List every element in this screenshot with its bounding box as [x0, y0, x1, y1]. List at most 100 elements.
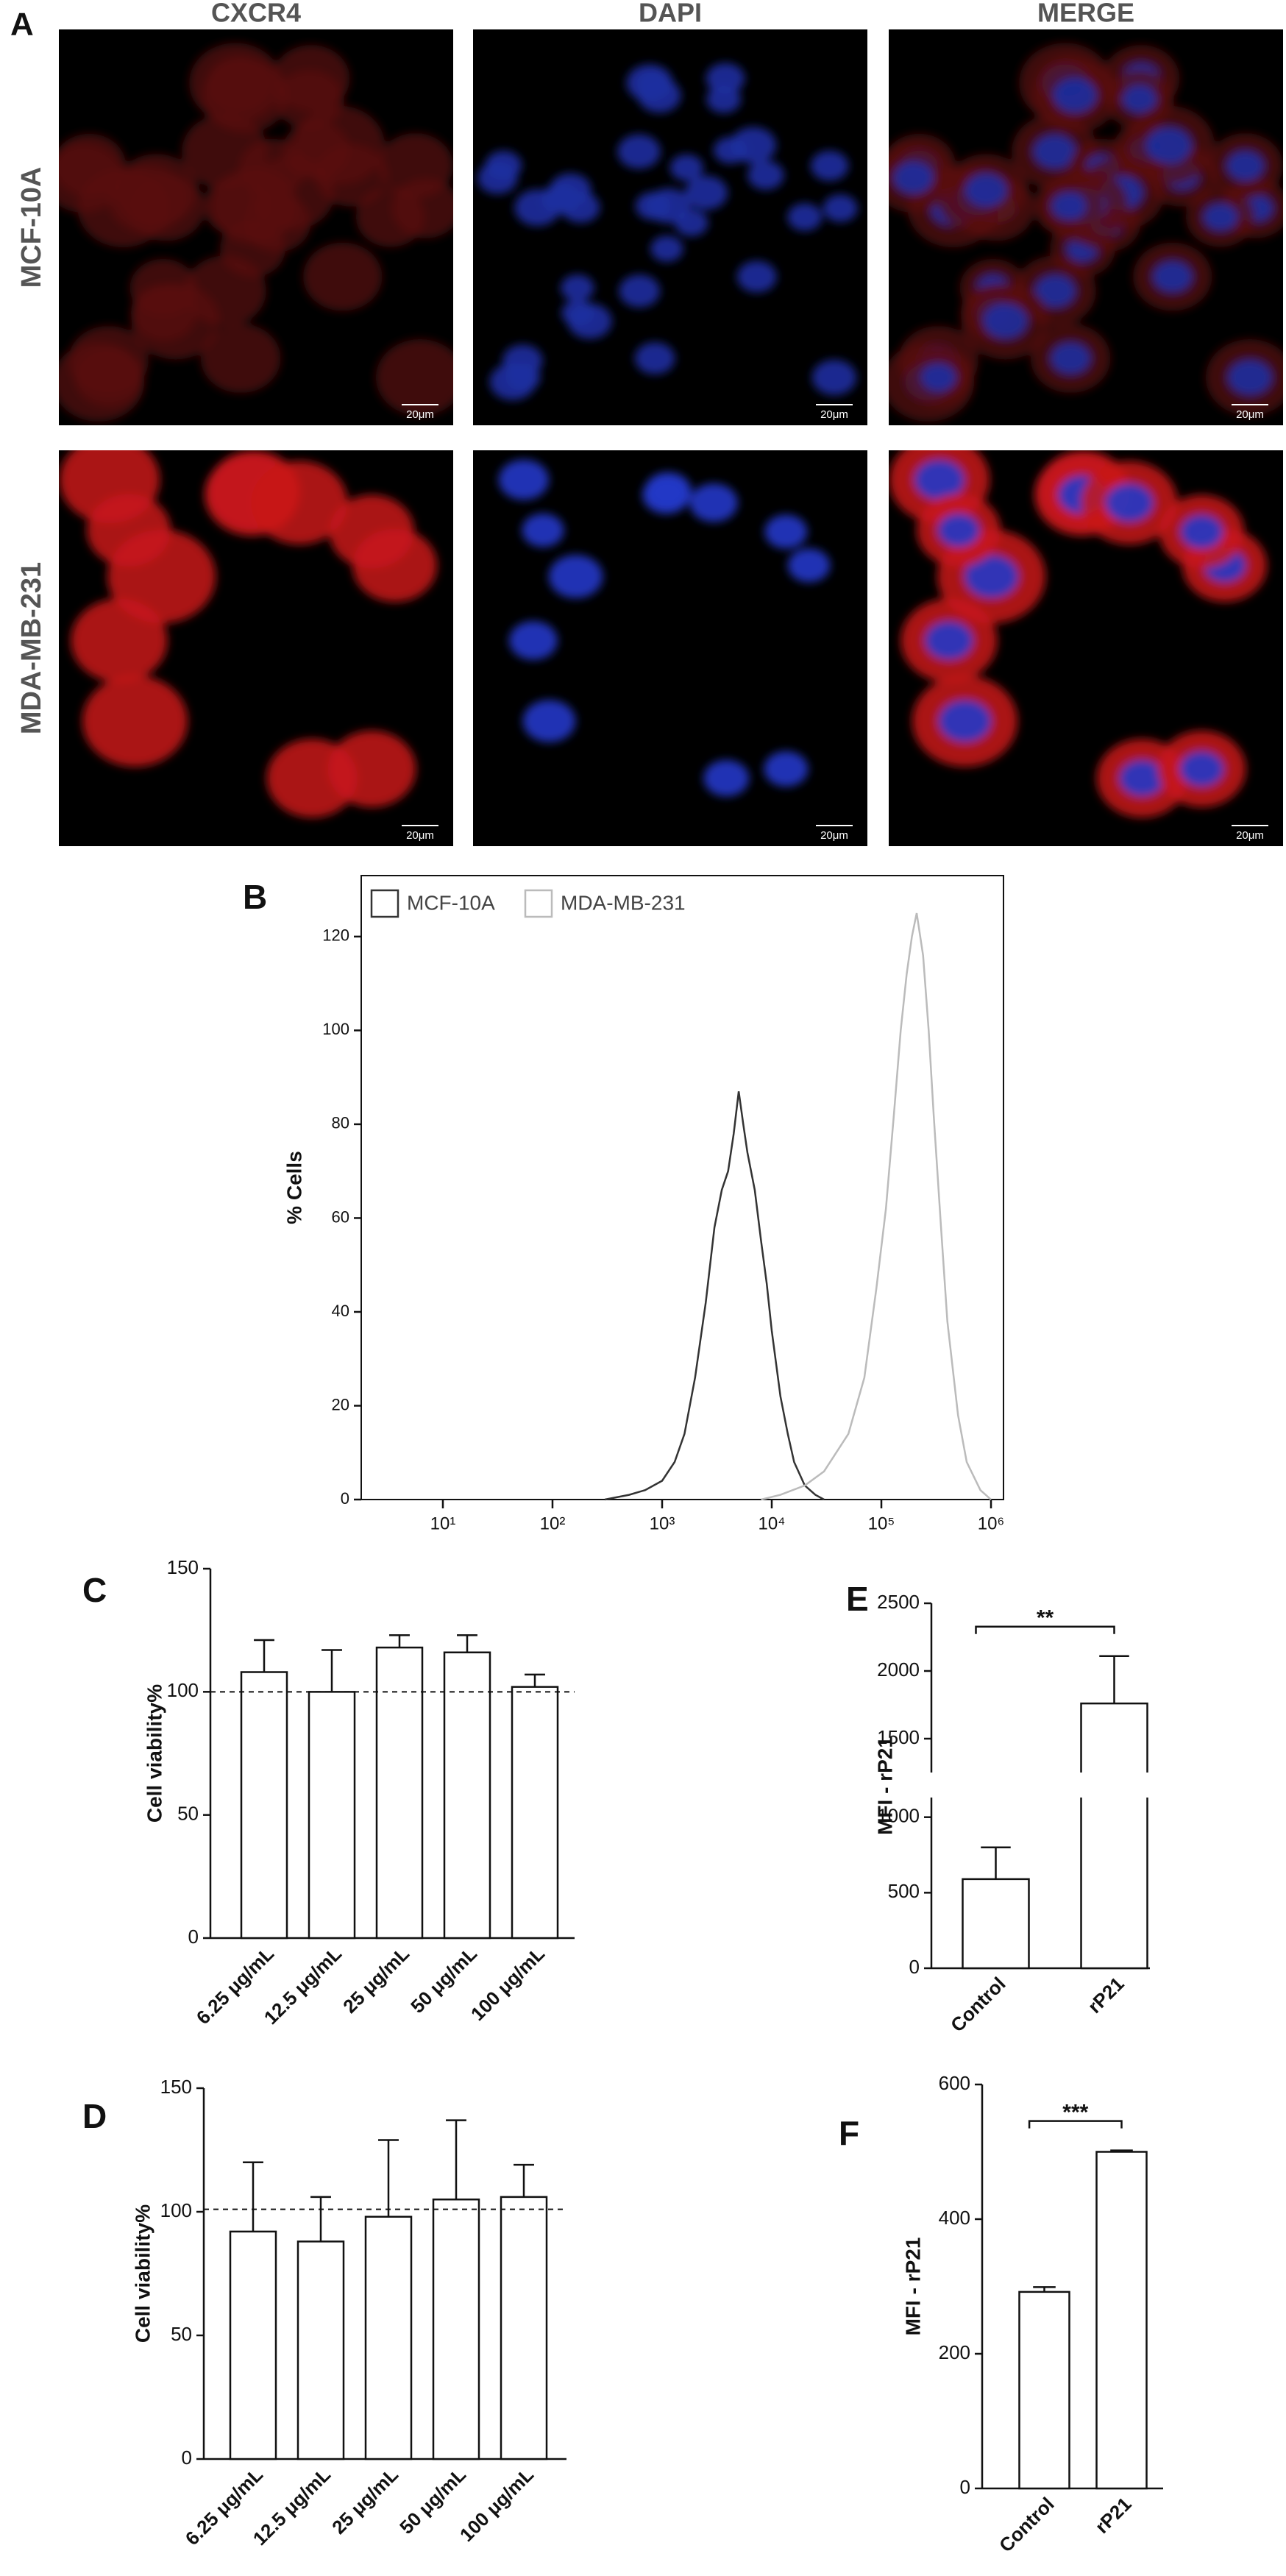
- y-tick-label: 1000: [877, 1805, 920, 1827]
- y-tick-label: 100: [160, 2199, 192, 2221]
- cytoplasm: [375, 338, 453, 416]
- cytoplasm: [327, 731, 416, 808]
- error-bar: [310, 2196, 331, 2242]
- y-tick-label: 200: [939, 2341, 970, 2363]
- bar: [1080, 1702, 1148, 1970]
- nucleus: [505, 363, 541, 391]
- nucleus: [522, 513, 564, 547]
- y-tick-label: 100: [322, 1020, 349, 1038]
- legend-label: MDA-MB-231: [561, 891, 686, 914]
- nucleus: [764, 751, 809, 787]
- nucleus: [1051, 191, 1087, 221]
- micrograph: 20μm: [59, 450, 453, 846]
- column-header: CXCR4: [211, 0, 301, 28]
- significance-label: **: [1037, 1606, 1054, 1631]
- bar: [240, 1671, 288, 1940]
- scale-bar-label: 20μm: [406, 408, 434, 421]
- y-tick-label: 600: [939, 2072, 970, 2094]
- cytoplasm: [303, 242, 383, 311]
- y-tick-label: 50: [177, 1803, 199, 1825]
- legend-swatch: [370, 889, 399, 918]
- cells: [889, 450, 1268, 818]
- x-tick-label: 10³: [650, 1514, 675, 1533]
- nucleus: [1105, 483, 1154, 522]
- scale-bar-label: 20μm: [1236, 829, 1264, 842]
- y-tick-label: 1500: [877, 1726, 920, 1748]
- nucleus: [914, 459, 965, 500]
- nucleus: [1122, 85, 1157, 113]
- panel-label: E: [846, 1580, 869, 1618]
- plot-frame: [360, 875, 1004, 1500]
- error-bar: [389, 1634, 410, 1648]
- x-tick-label: 10⁵: [868, 1514, 895, 1533]
- nucleus: [689, 483, 738, 522]
- nucleus: [937, 513, 980, 547]
- cytoplasm: [74, 347, 143, 408]
- nucleus: [787, 548, 831, 583]
- y-tick-label: 400: [939, 2207, 970, 2229]
- nucleus: [925, 621, 973, 660]
- cytoplasm: [131, 283, 220, 360]
- scale-bar-label: 20μm: [820, 829, 848, 842]
- nucleus: [964, 555, 1019, 598]
- y-tick-label: 2500: [877, 1591, 920, 1613]
- bar: [500, 2196, 548, 2460]
- y-tick-label: 0: [188, 1926, 199, 1948]
- bar: [296, 2240, 345, 2460]
- bar: [443, 1651, 491, 1940]
- y-tick-label: 80: [332, 1114, 349, 1132]
- bar: [511, 1686, 559, 1940]
- scale-bar-label: 20μm: [820, 408, 848, 421]
- cells: [59, 43, 453, 422]
- cytoplasm: [71, 598, 168, 683]
- micrograph: 20μm: [889, 29, 1283, 425]
- y-tick-label: 20: [332, 1395, 349, 1413]
- nucleus: [1033, 134, 1076, 169]
- x-tick-label: 10⁴: [758, 1514, 785, 1533]
- y-axis-label: % Cells: [283, 1151, 305, 1224]
- panel-label: F: [839, 2114, 859, 2152]
- nucleus: [1226, 150, 1265, 181]
- significance-bracket: [975, 1625, 1115, 1634]
- cells: [498, 459, 831, 797]
- nucleus: [617, 134, 661, 169]
- x-tick-label: rP21: [1091, 2493, 1136, 2538]
- nucleus: [561, 274, 594, 302]
- cells: [477, 63, 858, 400]
- panel-label: B: [243, 878, 267, 916]
- cytoplasm: [251, 461, 348, 545]
- micrograph: 20μm: [473, 29, 867, 425]
- significance-label: ***: [1062, 2101, 1088, 2125]
- bar: [375, 1646, 424, 1940]
- y-tick-label: 150: [160, 2076, 192, 2098]
- y-tick-label: 60: [332, 1207, 349, 1226]
- histogram-line: [604, 1091, 825, 1501]
- row-label: MDA-MB-231: [16, 562, 47, 734]
- error-bar: [981, 1846, 1011, 1879]
- y-tick-label: 0: [182, 2447, 192, 2469]
- nucleus: [635, 191, 671, 221]
- error-bar: [1099, 1655, 1129, 1704]
- nucleus: [1051, 342, 1091, 375]
- legend-swatch: [524, 889, 553, 918]
- row-label: MCF-10A: [16, 167, 47, 288]
- nucleus: [938, 700, 992, 742]
- bar: [1095, 2151, 1148, 2490]
- x-tick-label: 10¹: [430, 1514, 456, 1533]
- x-tick-label: 25 μg/mL: [338, 1942, 413, 2018]
- panel-label: A: [10, 7, 34, 43]
- panel-label: D: [82, 2097, 107, 2135]
- y-tick-label: 2000: [877, 1658, 920, 1681]
- cytoplasm: [293, 105, 386, 185]
- bar: [308, 1691, 356, 1940]
- nucleus: [823, 194, 858, 222]
- error-bar: [525, 1673, 545, 1687]
- cells: [889, 43, 1283, 422]
- bar: [1018, 2291, 1070, 2490]
- nucleus: [1180, 514, 1223, 549]
- nucleus: [811, 360, 856, 396]
- x-tick-label: 100 μg/mL: [466, 1942, 549, 2025]
- y-axis-label: Cell viability%: [131, 2204, 154, 2343]
- nucleus: [1145, 127, 1192, 164]
- error-bar: [1033, 2286, 1056, 2292]
